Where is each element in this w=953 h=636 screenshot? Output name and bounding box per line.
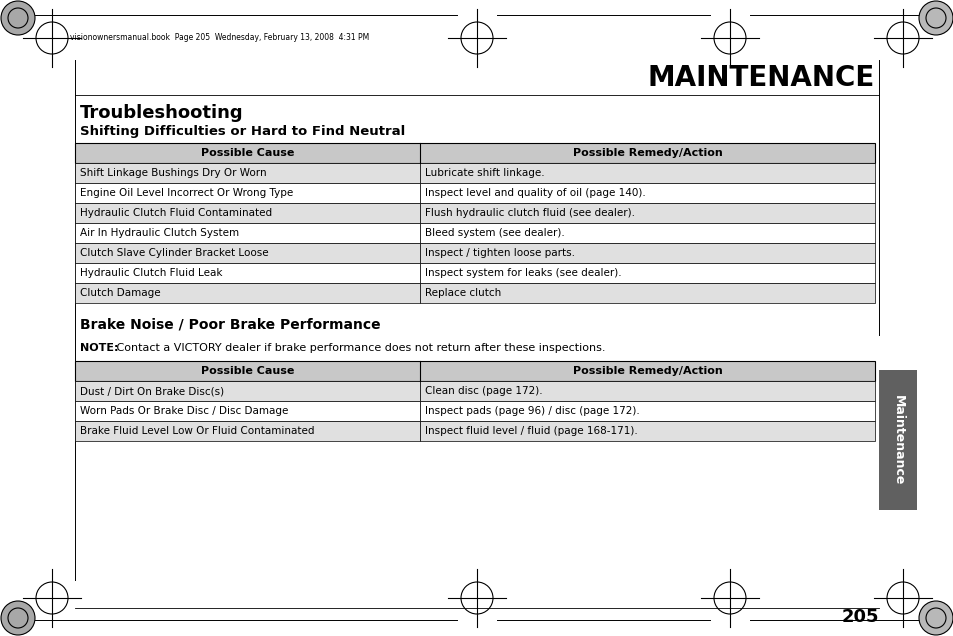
Bar [419,163,874,183]
Bar [75,243,419,263]
Circle shape [1,601,35,635]
Bar [419,283,874,303]
Bar [419,421,874,441]
Text: Replace clutch: Replace clutch [424,288,500,298]
Text: visionownersmanual.book  Page 205  Wednesday, February 13, 2008  4:31 PM: visionownersmanual.book Page 205 Wednesd… [70,34,369,43]
Bar [75,263,419,283]
Text: 205: 205 [841,608,878,626]
Bar [75,183,419,203]
Text: NOTE:: NOTE: [80,343,118,353]
Bar [75,401,419,421]
Bar [75,163,419,183]
Bar [419,263,874,283]
Text: Bleed system (see dealer).: Bleed system (see dealer). [424,228,564,238]
Text: Troubleshooting: Troubleshooting [80,104,243,122]
Bar [419,223,874,243]
Text: Brake Noise / Poor Brake Performance: Brake Noise / Poor Brake Performance [80,318,380,332]
Text: Engine Oil Level Incorrect Or Wrong Type: Engine Oil Level Incorrect Or Wrong Type [80,188,293,198]
Bar [419,401,874,421]
Text: Brake Fluid Level Low Or Fluid Contaminated: Brake Fluid Level Low Or Fluid Contamina… [80,426,314,436]
Text: Inspect system for leaks (see dealer).: Inspect system for leaks (see dealer). [424,268,621,278]
Bar [75,223,419,243]
Text: Flush hydraulic clutch fluid (see dealer).: Flush hydraulic clutch fluid (see dealer… [424,208,635,218]
Text: Possible Remedy/Action: Possible Remedy/Action [572,366,721,376]
Bar [75,421,419,441]
Text: Possible Cause: Possible Cause [200,366,294,376]
Text: Shifting Difficulties or Hard to Find Neutral: Shifting Difficulties or Hard to Find Ne… [80,125,405,139]
Text: Clutch Slave Cylinder Bracket Loose: Clutch Slave Cylinder Bracket Loose [80,248,269,258]
Bar [75,361,874,381]
Bar [419,203,874,223]
Text: Inspect level and quality of oil (page 140).: Inspect level and quality of oil (page 1… [424,188,645,198]
Text: Hydraulic Clutch Fluid Contaminated: Hydraulic Clutch Fluid Contaminated [80,208,272,218]
Bar [419,381,874,401]
Text: Inspect pads (page 96) / disc (page 172).: Inspect pads (page 96) / disc (page 172)… [424,406,639,416]
Bar [75,203,419,223]
Text: Clean disc (page 172).: Clean disc (page 172). [424,386,542,396]
Text: Possible Cause: Possible Cause [200,148,294,158]
Circle shape [918,1,952,35]
Text: MAINTENANCE: MAINTENANCE [647,64,874,92]
Bar [75,283,419,303]
Text: Clutch Damage: Clutch Damage [80,288,160,298]
Text: Inspect fluid level / fluid (page 168-171).: Inspect fluid level / fluid (page 168-17… [424,426,638,436]
Text: Air In Hydraulic Clutch System: Air In Hydraulic Clutch System [80,228,239,238]
Text: Lubricate shift linkage.: Lubricate shift linkage. [424,168,544,178]
Bar [878,370,916,510]
Bar [75,381,419,401]
Text: Contact a VICTORY dealer if brake performance does not return after these inspec: Contact a VICTORY dealer if brake perfor… [112,343,605,353]
Text: Inspect / tighten loose parts.: Inspect / tighten loose parts. [424,248,575,258]
Bar [419,183,874,203]
Bar [75,143,874,163]
Text: Maintenance: Maintenance [890,395,903,485]
Circle shape [1,1,35,35]
Text: Possible Remedy/Action: Possible Remedy/Action [572,148,721,158]
Bar [419,243,874,263]
Text: Worn Pads Or Brake Disc / Disc Damage: Worn Pads Or Brake Disc / Disc Damage [80,406,288,416]
Text: Hydraulic Clutch Fluid Leak: Hydraulic Clutch Fluid Leak [80,268,222,278]
Text: Shift Linkage Bushings Dry Or Worn: Shift Linkage Bushings Dry Or Worn [80,168,266,178]
Circle shape [918,601,952,635]
Text: Dust / Dirt On Brake Disc(s): Dust / Dirt On Brake Disc(s) [80,386,224,396]
